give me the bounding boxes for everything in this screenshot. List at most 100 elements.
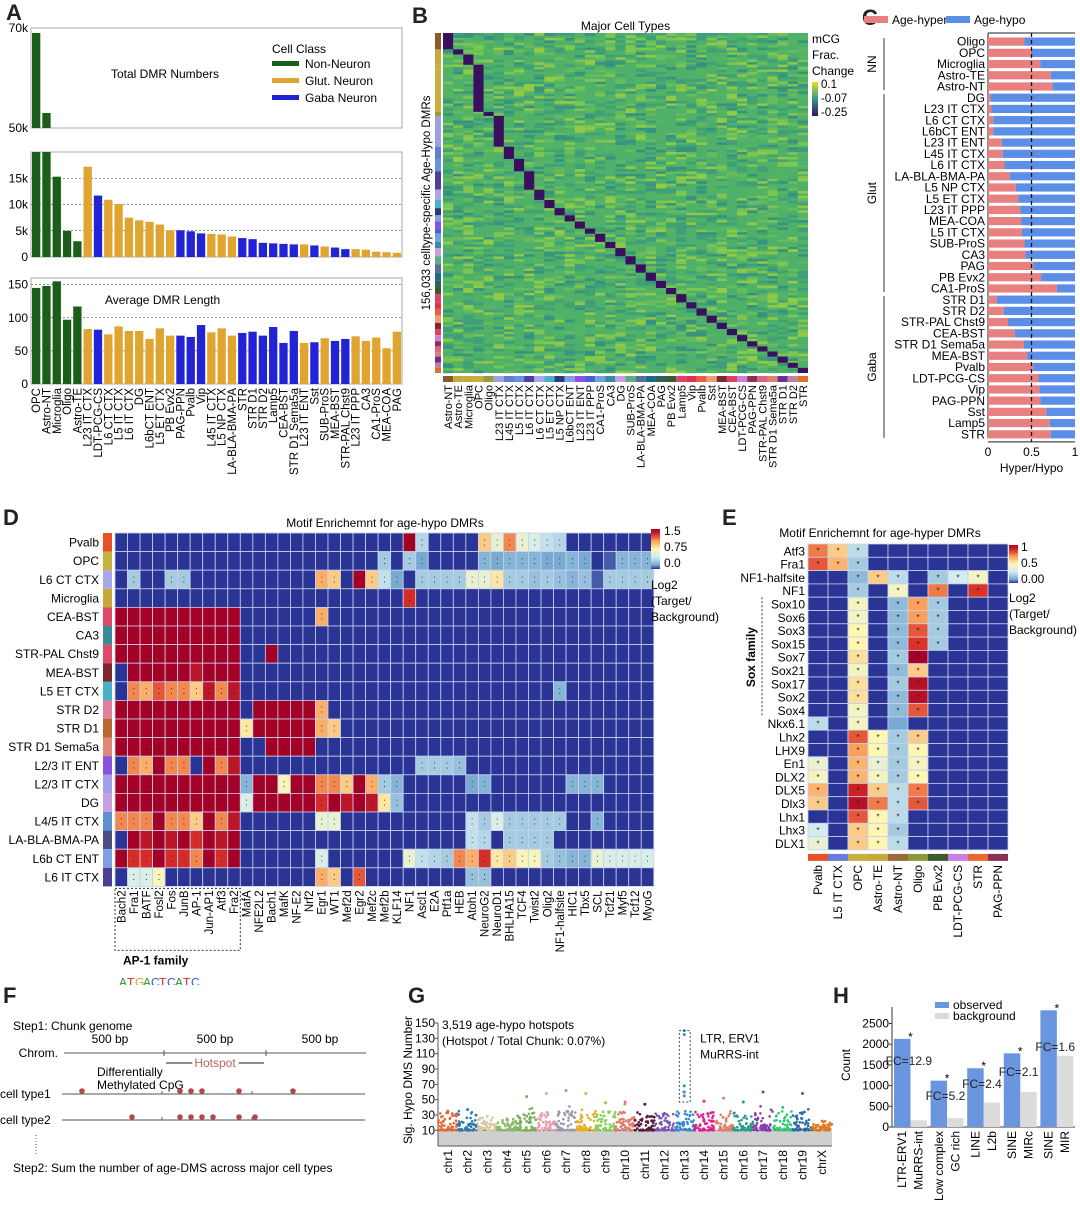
heatmap-cell <box>524 152 535 155</box>
heatmap-cell <box>503 127 514 131</box>
heatmap-cell <box>625 295 636 299</box>
heatmap-cell <box>528 718 542 739</box>
heatmap-cell <box>564 147 575 150</box>
heatmap-cell <box>625 212 636 216</box>
heatmap-cell <box>686 339 697 342</box>
heatmap-cell <box>503 326 514 330</box>
heatmap-cell <box>827 836 849 851</box>
dms-point <box>177 1114 183 1120</box>
group-label: NN <box>865 55 879 72</box>
heatmap-cell <box>615 76 626 80</box>
heatmap-cell <box>574 105 585 109</box>
heatmap-cell <box>390 737 404 757</box>
heatmap-cell <box>706 40 717 44</box>
significance-mark: ⁚ <box>195 780 198 789</box>
heatmap-cell <box>534 76 545 80</box>
heatmap-cell <box>564 183 575 187</box>
heatmap-cell <box>544 314 555 318</box>
significance-mark: ⁚ <box>609 855 612 864</box>
x-tick-label: Astro-NT <box>41 388 53 434</box>
significance-mark: ⁚ <box>295 799 298 808</box>
heatmap-cell <box>503 363 514 367</box>
heatmap-cell <box>645 258 656 262</box>
heatmap-cell <box>716 363 727 367</box>
heatmap-cell <box>534 173 545 177</box>
heatmap-cell <box>787 98 798 102</box>
heatmap-cell <box>666 37 677 41</box>
heatmap-cell <box>463 113 474 116</box>
heatmap-cell <box>554 135 565 138</box>
heatmap-cell <box>544 186 555 189</box>
significance-mark: * <box>936 626 939 635</box>
heatmap-cell <box>595 166 606 170</box>
row-label: Sox3 <box>778 624 806 638</box>
heatmap-cell <box>605 64 616 68</box>
heatmap-cell <box>767 105 778 109</box>
heatmap-cell <box>797 358 808 362</box>
heatmap-cell <box>565 607 580 627</box>
heatmap-cell <box>686 203 697 206</box>
heatmap-cell <box>615 161 626 165</box>
heatmap-cell <box>666 84 677 87</box>
heatmap-cell <box>578 532 592 553</box>
heatmap-cell <box>967 822 989 837</box>
heatmap-cell <box>503 336 514 340</box>
heatmap-cell <box>453 360 464 364</box>
heatmap-cell <box>757 159 768 163</box>
heatmap-cell <box>787 336 798 340</box>
heatmap-cell <box>524 190 535 194</box>
heatmap-cell <box>290 755 304 776</box>
heatmap-cell <box>686 215 697 218</box>
bar-hyper <box>988 138 1002 147</box>
heatmap-cell <box>483 108 494 112</box>
x-tick-label: PAG <box>656 385 668 407</box>
heatmap-cell <box>463 268 474 272</box>
heatmap-cell <box>716 195 727 199</box>
heatmap-cell <box>716 365 727 369</box>
heatmap-cell <box>777 222 788 226</box>
heatmap-cell <box>777 249 788 252</box>
heatmap-cell <box>540 588 554 608</box>
heatmap-cell <box>534 122 545 126</box>
heatmap-cell <box>655 147 667 150</box>
heatmap-cell <box>463 300 474 303</box>
family-label: AP-1 family <box>123 953 189 967</box>
heatmap-cell <box>615 644 630 664</box>
row-color <box>103 830 112 850</box>
heatmap-cell <box>767 54 778 58</box>
data-point <box>474 1113 478 1117</box>
heatmap-cell <box>503 331 514 335</box>
heatmap-cell <box>686 176 697 180</box>
significance-mark: ⁚ <box>170 669 173 678</box>
heatmap-cell <box>666 137 677 141</box>
significance-mark: * <box>916 786 919 795</box>
heatmap-cell <box>987 649 1009 665</box>
heatmap-cell <box>554 348 565 352</box>
y-tick-label: Oligo <box>957 35 985 49</box>
heatmap-cell <box>528 755 542 776</box>
significance-mark: ⁚ <box>183 631 186 640</box>
heatmap-cell <box>584 215 596 218</box>
heatmap-cell <box>463 319 474 323</box>
heatmap-cell <box>513 103 525 107</box>
heatmap-cell <box>578 830 592 850</box>
heatmap-cell <box>513 195 525 199</box>
heatmap-cell <box>716 40 727 44</box>
heatmap-cell <box>443 348 454 352</box>
heatmap-cell <box>503 142 514 146</box>
row-group-color <box>435 199 441 209</box>
heatmap-cell <box>927 663 949 678</box>
heatmap-cell <box>726 307 738 311</box>
heatmap-cell <box>595 103 606 107</box>
heatmap-cell <box>574 139 585 143</box>
column-label: Astro-NT <box>891 864 905 913</box>
heatmap-cell <box>747 35 758 39</box>
heatmap-cell <box>726 71 738 75</box>
significance-mark: ⁚ <box>133 873 136 882</box>
heatmap-cell <box>534 309 545 313</box>
significance-mark: ⁚ <box>158 855 161 864</box>
heatmap-cell <box>595 334 606 337</box>
x-tick-label: MEA-BST <box>717 385 729 434</box>
column-label: Bach1 <box>267 890 279 923</box>
heatmap-cell <box>797 105 808 109</box>
